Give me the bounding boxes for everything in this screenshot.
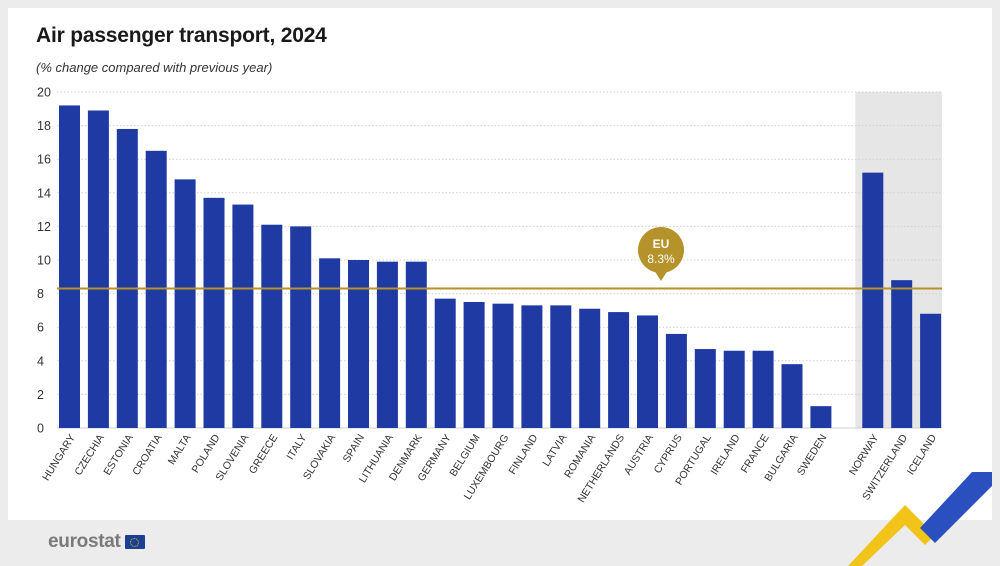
bar-latvia <box>550 305 572 428</box>
eurostat-logo-text: eurostat <box>48 531 121 552</box>
bar-sweden <box>810 406 832 428</box>
bar-switzerland <box>891 280 913 428</box>
bar-cyprus <box>665 333 687 428</box>
eu-badge-label: EU <box>653 237 670 251</box>
bar-poland <box>203 197 225 428</box>
bar-hungary <box>59 105 80 428</box>
x-tick-label: GREECE <box>247 432 281 476</box>
chart-card <box>8 8 992 520</box>
y-tick-label: 14 <box>37 186 51 200</box>
bar-italy <box>290 226 312 428</box>
eurostat-logo: eurostat <box>48 531 145 553</box>
bar-slovakia <box>319 258 341 428</box>
x-tick-label: SPAIN <box>341 432 367 464</box>
y-tick-label: 12 <box>37 220 51 234</box>
y-tick-label: 6 <box>37 321 44 335</box>
bar-slovenia <box>232 204 254 428</box>
eu-flag-icon <box>124 535 145 549</box>
bar-malta <box>174 179 196 428</box>
y-tick-label: 0 <box>37 422 44 436</box>
bar-iceland <box>920 313 942 428</box>
x-tick-label: FINLAND <box>506 432 540 477</box>
bar-belgium <box>463 302 485 428</box>
bar-romania <box>579 308 601 428</box>
y-tick-label: 10 <box>37 254 51 268</box>
bar-luxembourg <box>492 303 514 428</box>
y-tick-label: 16 <box>37 153 51 167</box>
bar-estonia <box>116 128 138 428</box>
bar-czechia <box>87 110 109 428</box>
bar-bulgaria <box>781 364 803 428</box>
eurostat-corner-blue-shape <box>920 472 992 543</box>
x-tick-label: MALTA <box>166 432 194 467</box>
bar-finland <box>521 305 543 428</box>
bar-france <box>752 350 774 428</box>
bar-ireland <box>723 350 745 428</box>
x-tick-label: HUNGARY <box>40 432 78 483</box>
y-tick-label: 8 <box>37 287 44 301</box>
y-tick-label: 18 <box>37 119 51 133</box>
bar-portugal <box>694 349 716 428</box>
x-tick-label: LATVIA <box>540 432 569 468</box>
bar-greece <box>261 224 283 428</box>
bar-netherlands <box>608 312 630 428</box>
bar-spain <box>348 260 369 428</box>
bar-norway <box>862 172 884 428</box>
eu-badge <box>638 227 684 273</box>
eurostat-corner-yellow-shape <box>848 505 935 566</box>
eu-badge-value: 8.3% <box>647 252 675 266</box>
bar-denmark <box>405 261 427 428</box>
chart-title: Air passenger transport, 2024 <box>36 24 327 47</box>
y-tick-label: 20 <box>37 86 51 100</box>
bar-austria <box>637 315 658 428</box>
y-tick-label: 2 <box>37 388 44 402</box>
bar-germany <box>434 298 456 428</box>
y-tick-label: 4 <box>37 354 44 368</box>
bar-lithuania <box>376 261 398 428</box>
x-tick-label: ITALY <box>284 432 309 462</box>
chart-subtitle: (% change compared with previous year) <box>36 60 273 75</box>
eu-badge-pointer <box>654 270 668 281</box>
